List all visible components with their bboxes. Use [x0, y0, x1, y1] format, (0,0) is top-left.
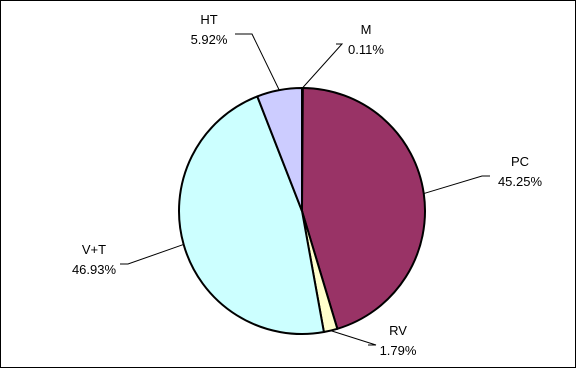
slice-label-pc: PC	[511, 154, 529, 169]
slice-label-ht: HT	[200, 12, 217, 27]
slice-value-m: 0.11%	[348, 42, 384, 57]
slice-labels: M 0.11% PC 45.25% RV 1.79% V+T 46.93% HT 5.92%	[72, 12, 543, 358]
slice-label-m: M	[361, 22, 372, 37]
slice-value-pc: 45.25%	[498, 174, 543, 189]
slice-label-rv: RV	[389, 323, 407, 338]
slice-label-v-t: V+T	[82, 242, 106, 257]
slice-value-ht: 5.92%	[191, 32, 228, 47]
leader-line-m	[302, 43, 344, 89]
leader-lines	[120, 33, 490, 346]
leader-line-pc	[423, 175, 490, 195]
pie-slices	[178, 86, 426, 335]
slice-value-rv: 1.79%	[380, 343, 417, 358]
pie-slice-v-t	[178, 95, 325, 335]
leader-line-rv	[330, 330, 377, 346]
leader-line-ht	[235, 33, 280, 91]
pie-slice-ht	[256, 87, 303, 212]
leader-line-v-t	[120, 243, 184, 265]
slice-value-v-t: 46.93%	[72, 262, 117, 277]
